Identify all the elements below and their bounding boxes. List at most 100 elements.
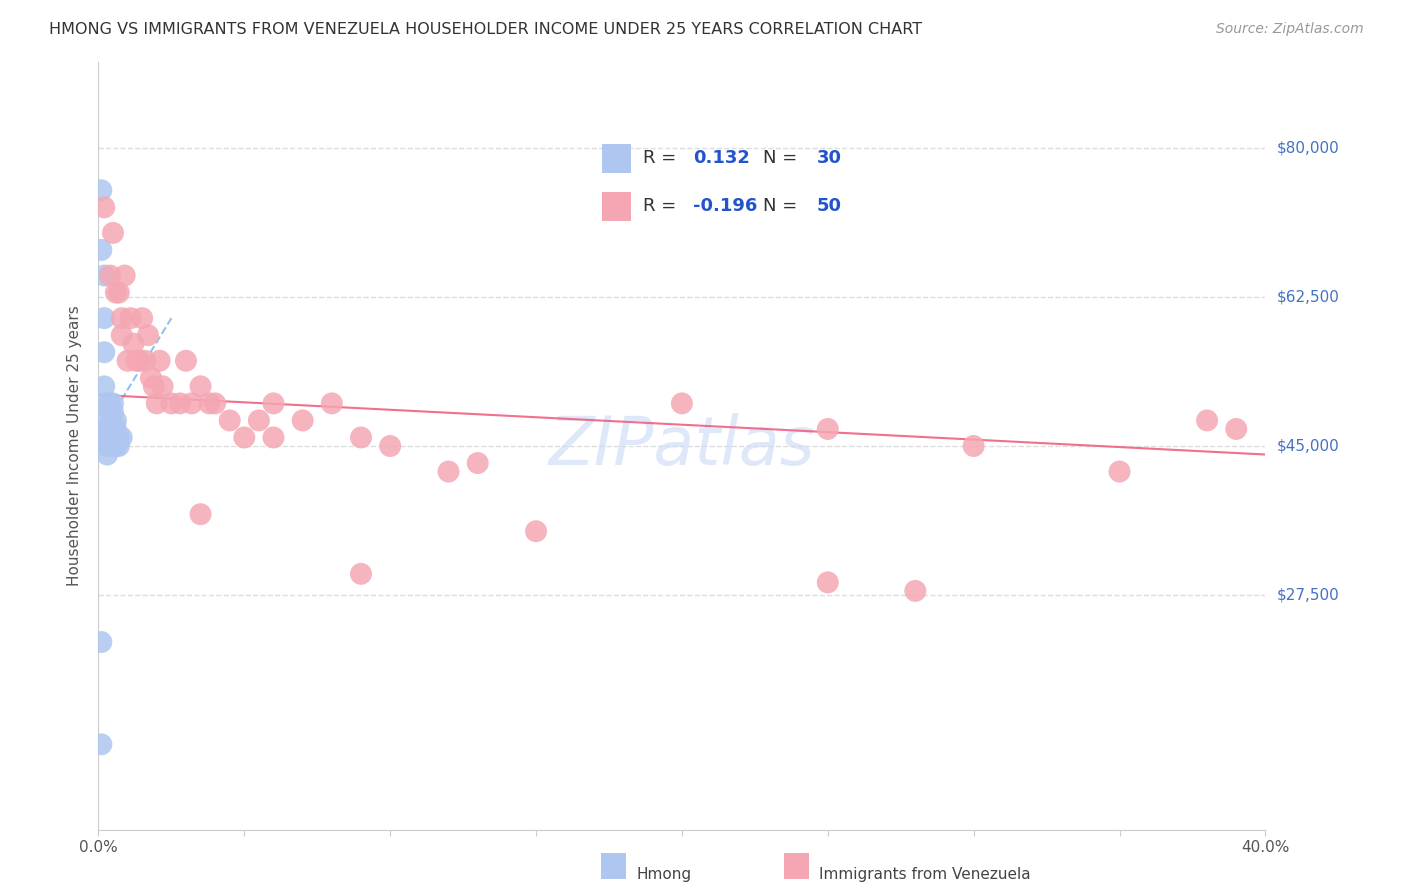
Point xyxy=(218,413,240,427)
Point xyxy=(90,183,112,197)
Point xyxy=(671,396,693,410)
Point xyxy=(101,430,124,444)
Point xyxy=(104,422,127,436)
Point xyxy=(233,430,256,444)
Point xyxy=(96,430,118,444)
Text: $45,000: $45,000 xyxy=(1277,439,1340,453)
Point xyxy=(93,268,115,283)
Point xyxy=(190,379,212,393)
Point xyxy=(93,200,115,214)
Point xyxy=(136,328,159,343)
Text: 0.132: 0.132 xyxy=(693,149,749,167)
Text: 50: 50 xyxy=(817,197,841,215)
Point xyxy=(98,405,121,419)
Point xyxy=(380,439,402,453)
Point xyxy=(93,379,115,393)
Point xyxy=(93,345,115,359)
Point xyxy=(96,439,118,453)
Text: $62,500: $62,500 xyxy=(1277,289,1340,304)
Text: N =: N = xyxy=(763,149,803,167)
Point xyxy=(152,379,174,393)
Point xyxy=(125,353,148,368)
Point xyxy=(350,566,373,581)
Point xyxy=(198,396,221,410)
Point xyxy=(149,353,172,368)
Point xyxy=(101,405,124,419)
Text: Immigrants from Venezuela: Immigrants from Venezuela xyxy=(818,867,1031,881)
Point xyxy=(437,465,460,479)
Text: Hmong: Hmong xyxy=(636,867,692,881)
Point xyxy=(104,285,127,300)
Text: R =: R = xyxy=(643,197,682,215)
Point xyxy=(247,413,270,427)
Point xyxy=(101,396,124,410)
Point xyxy=(90,243,112,257)
Text: -0.196: -0.196 xyxy=(693,197,758,215)
Text: R =: R = xyxy=(643,149,682,167)
Point xyxy=(134,353,156,368)
Text: Source: ZipAtlas.com: Source: ZipAtlas.com xyxy=(1216,22,1364,37)
Y-axis label: Householder Income Under 25 years: Householder Income Under 25 years xyxy=(67,306,83,586)
Point xyxy=(160,396,183,410)
Point xyxy=(904,583,927,598)
Point xyxy=(98,396,121,410)
Point xyxy=(96,396,118,410)
Point xyxy=(93,413,115,427)
Point xyxy=(180,396,202,410)
Point xyxy=(96,422,118,436)
Point xyxy=(120,311,142,326)
Point xyxy=(98,430,121,444)
Point xyxy=(350,430,373,444)
Point xyxy=(117,353,139,368)
Text: N =: N = xyxy=(763,197,803,215)
Point xyxy=(111,311,134,326)
Bar xyxy=(602,192,631,221)
Point xyxy=(101,439,124,453)
Point xyxy=(1108,465,1130,479)
Point xyxy=(962,439,984,453)
Point xyxy=(131,311,153,326)
Point xyxy=(1225,422,1247,436)
Point xyxy=(321,396,343,410)
Point xyxy=(96,448,118,462)
Bar xyxy=(602,145,631,173)
Point xyxy=(101,226,124,240)
Point xyxy=(262,396,284,410)
Point xyxy=(114,268,136,283)
Point xyxy=(104,430,127,444)
Point xyxy=(146,396,169,410)
Point xyxy=(204,396,226,410)
Point xyxy=(111,430,134,444)
Point xyxy=(111,328,134,343)
Point xyxy=(98,422,121,436)
Point xyxy=(1195,413,1218,427)
Text: 30: 30 xyxy=(817,149,841,167)
Point xyxy=(467,456,489,470)
Point xyxy=(190,507,212,521)
Point xyxy=(174,353,197,368)
Text: $80,000: $80,000 xyxy=(1277,140,1340,155)
Point xyxy=(169,396,191,410)
Point xyxy=(104,439,127,453)
Point xyxy=(291,413,314,427)
Point xyxy=(108,439,131,453)
Point xyxy=(524,524,547,539)
Point xyxy=(122,336,145,351)
Point xyxy=(90,737,112,751)
Point xyxy=(104,413,127,427)
Point xyxy=(108,285,131,300)
Text: ZIP​atlas: ZIP​atlas xyxy=(548,413,815,479)
Point xyxy=(90,635,112,649)
Point xyxy=(139,371,162,385)
Point xyxy=(101,422,124,436)
Text: HMONG VS IMMIGRANTS FROM VENEZUELA HOUSEHOLDER INCOME UNDER 25 YEARS CORRELATION: HMONG VS IMMIGRANTS FROM VENEZUELA HOUSE… xyxy=(49,22,922,37)
Point xyxy=(98,268,121,283)
Point xyxy=(262,430,284,444)
Point xyxy=(108,430,131,444)
Point xyxy=(817,575,839,590)
Point xyxy=(128,353,150,368)
Point xyxy=(817,422,839,436)
Point xyxy=(142,379,165,393)
Point xyxy=(93,311,115,326)
Text: $27,500: $27,500 xyxy=(1277,588,1340,603)
